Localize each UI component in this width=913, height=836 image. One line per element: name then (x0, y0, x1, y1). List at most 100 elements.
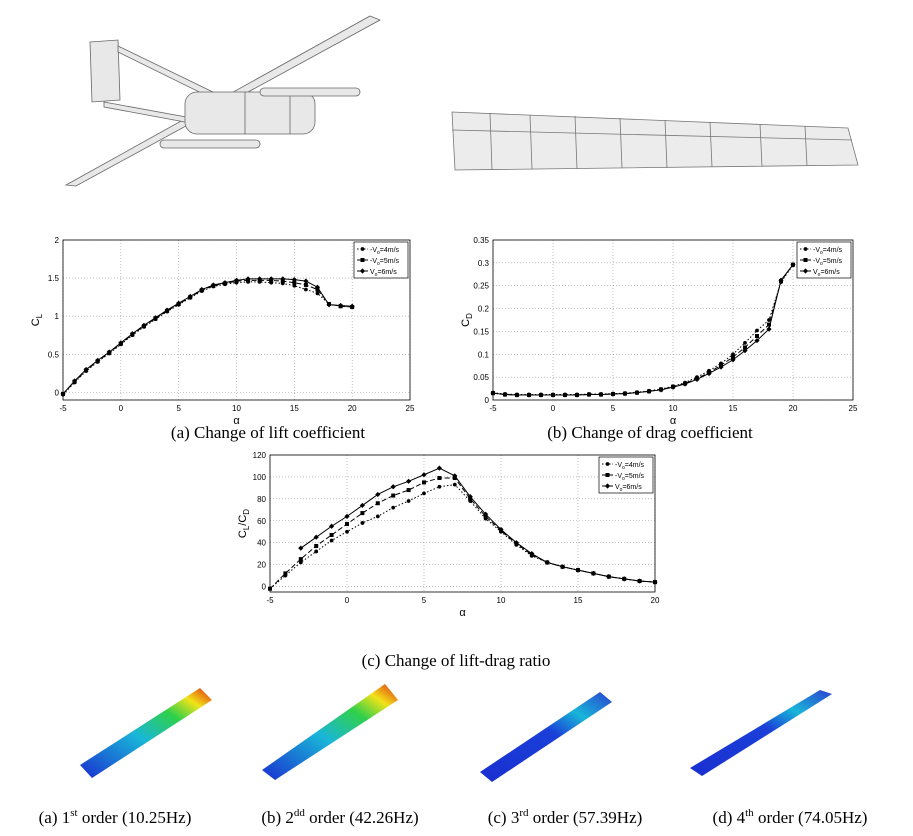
mode-caption-sup: dd (294, 807, 306, 819)
marker (514, 392, 520, 398)
marker (560, 564, 566, 570)
x-tick-label: 5 (611, 404, 616, 413)
y-tick-label: 0.1 (478, 350, 490, 359)
marker (421, 472, 427, 478)
mode-caption-part: (d) 4 (713, 808, 746, 827)
legend-label: -Vo=4m/s (370, 247, 400, 256)
marker (622, 391, 628, 397)
legend-label-part: =4m/s (823, 247, 843, 254)
marker (406, 499, 411, 503)
marker (437, 484, 442, 489)
y-tick-label: 60 (257, 517, 266, 526)
marker (538, 392, 544, 398)
marker (152, 315, 159, 321)
marker (605, 473, 610, 477)
y-tick-label: 0.05 (473, 373, 489, 382)
marker (315, 291, 320, 296)
x-tick-label: 0 (551, 404, 556, 413)
legend-label: -Vo=4m/s (813, 247, 843, 256)
series-line (62, 278, 353, 395)
mode-caption: (a) 1st order (10.25Hz) (39, 807, 192, 827)
marker (605, 462, 610, 466)
marker (314, 284, 321, 290)
marker (233, 277, 240, 283)
x-tick-label: 25 (406, 404, 415, 413)
marker (467, 494, 473, 500)
legend-label-part: -V (813, 258, 820, 265)
y-tick-label: 0.35 (473, 236, 489, 245)
x-axis-label: α (459, 607, 466, 619)
mode-caption-part: (a) 1 (39, 808, 71, 827)
mode-images (80, 684, 832, 782)
y-tick-label: 100 (253, 473, 267, 482)
legend-label-part: -V (615, 462, 622, 469)
y-tick-label: 1.5 (48, 274, 60, 283)
y-axis-label-part: C (237, 530, 249, 538)
mode-caption-part: (b) 2 (261, 808, 294, 827)
marker (375, 514, 380, 519)
marker (436, 465, 442, 471)
marker (767, 322, 771, 327)
marker (452, 473, 458, 479)
chart-caption: (b) Change of drag coefficient (547, 423, 753, 442)
legend-label-part: -V (370, 247, 377, 254)
marker (268, 586, 272, 591)
mode-caption: (b) 2dd order (42.26Hz) (261, 807, 418, 827)
x-axis-label: α (670, 415, 677, 427)
marker (606, 574, 612, 580)
series-line (492, 264, 794, 396)
legend-label: Vo=6m/s (615, 484, 642, 493)
marker (406, 488, 411, 493)
marker (326, 302, 332, 308)
marker (575, 567, 581, 573)
y-tick-label: 2 (55, 236, 60, 245)
marker (314, 549, 319, 554)
marker (360, 247, 365, 251)
y-axis-label-part: C (30, 318, 42, 326)
x-tick-label: 10 (669, 404, 678, 413)
mode-caption-sup: th (745, 807, 754, 819)
x-tick-label: -5 (489, 404, 497, 413)
marker (280, 276, 286, 282)
series-line (269, 477, 656, 590)
legend-label: -Vo=5m/s (813, 258, 843, 267)
marker (790, 262, 796, 268)
x-tick-label: -5 (266, 596, 274, 605)
marker (652, 579, 658, 585)
y-axis-label: CD (460, 313, 474, 327)
mode-caption-part: order (42.26Hz) (305, 808, 419, 827)
marker (304, 287, 308, 292)
legend-label-part: =4m/s (625, 462, 645, 469)
chart: 00.050.10.150.20.250.30.35-5 0 5 10 15 20 25αC… (460, 236, 858, 442)
marker (95, 357, 101, 363)
marker (586, 391, 592, 398)
marker (490, 390, 496, 396)
mode-caption-part: order (57.39Hz) (529, 808, 643, 827)
legend-label: -Vo=5m/s (370, 258, 400, 267)
legend-label-part: o (620, 487, 623, 493)
x-tick-label: 15 (290, 404, 299, 413)
x-tick-label: 0 (119, 404, 124, 413)
x-tick-label: 0 (345, 596, 350, 605)
marker (390, 484, 396, 490)
legend-label-part: =4m/s (380, 247, 400, 254)
marker (360, 521, 365, 525)
series-line (62, 281, 353, 396)
marker (359, 502, 365, 509)
marker (391, 505, 396, 510)
marker (550, 392, 556, 398)
y-tick-label: 40 (257, 539, 266, 548)
y-tick-label: 0 (262, 583, 267, 592)
y-tick-label: 120 (253, 451, 267, 460)
marker (562, 392, 568, 398)
mode-caption: (d) 4th order (74.05Hz) (713, 807, 868, 827)
plot-frame (62, 239, 411, 401)
plot-frame (269, 454, 656, 593)
y-axis-label-part: L (35, 313, 44, 318)
marker (422, 480, 426, 485)
marker (483, 511, 489, 517)
series-line (269, 484, 656, 590)
marker (187, 293, 193, 299)
legend-label-part: -V (813, 247, 820, 254)
